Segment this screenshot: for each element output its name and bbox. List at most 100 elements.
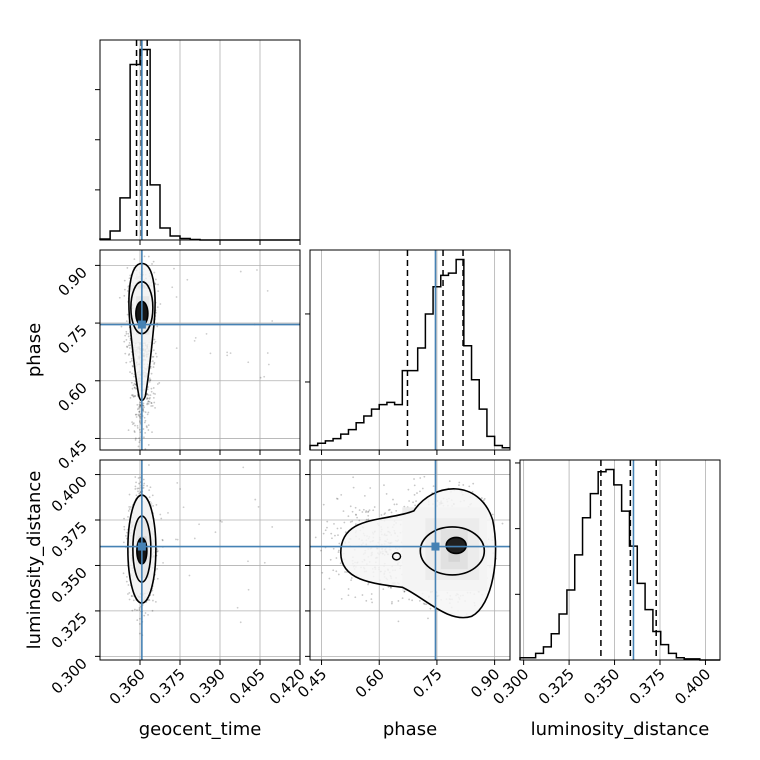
histogram-layer — [99, 48, 720, 661]
scatter-point — [133, 430, 136, 432]
scatter-point — [423, 603, 426, 606]
xtick-label-luminosity_distance: 0.350 — [580, 665, 623, 708]
frame-layer — [99, 39, 721, 661]
scatter-point — [322, 532, 325, 535]
scatter-point — [146, 402, 149, 405]
scatter-outlier — [153, 271, 156, 274]
scatter-point — [365, 511, 367, 514]
scatter-point — [390, 602, 393, 605]
scatter-point — [134, 413, 137, 416]
scatter-point — [419, 477, 422, 479]
scatter-point — [127, 510, 130, 512]
scatter-point — [143, 436, 145, 439]
scatter-point — [403, 590, 406, 593]
scatter-point — [138, 428, 141, 431]
scatter-point — [139, 417, 142, 420]
scatter-outlier — [186, 278, 189, 281]
scatter-point — [335, 557, 338, 559]
scatter-point — [133, 258, 136, 261]
scatter-point — [153, 338, 156, 341]
scatter-point — [323, 588, 326, 591]
scatter-point — [138, 609, 141, 611]
scatter-point — [138, 421, 141, 423]
scatter-point — [132, 395, 135, 398]
scatter-point — [150, 405, 153, 407]
scatter-point — [146, 403, 149, 406]
scatter-point — [123, 279, 126, 282]
scatter-point — [159, 303, 162, 305]
scatter-point — [131, 421, 134, 424]
scatter-point — [355, 514, 357, 516]
scatter-point — [137, 414, 140, 417]
scatter-point — [137, 477, 140, 479]
scatter-point — [347, 588, 350, 590]
scatter-point — [130, 394, 133, 397]
scatter-point — [395, 509, 398, 512]
scatter-outlier — [271, 526, 274, 528]
histogram-luminosity_distance — [519, 468, 720, 661]
xtick-label-geocent_time: 0.360 — [106, 665, 149, 708]
scatter-point — [427, 617, 429, 620]
scatter-point — [351, 510, 354, 513]
xtick-label-geocent_time: 0.405 — [226, 665, 269, 708]
scatter-point — [135, 416, 138, 418]
scatter-outlier — [156, 568, 159, 570]
scatter-point — [391, 600, 393, 603]
scatter-point — [139, 414, 141, 416]
scatter-point — [403, 505, 406, 508]
ytick-label-phase: 0.45 — [54, 437, 90, 473]
scatter-point — [123, 528, 126, 531]
scatter-point — [136, 619, 139, 622]
scatter-point — [397, 620, 400, 623]
scatter-point — [372, 509, 375, 512]
scatter-outlier — [209, 352, 212, 355]
scatter-point — [367, 514, 370, 517]
scatter-point — [151, 263, 153, 265]
scatter-point — [139, 401, 141, 404]
scatter-point — [336, 527, 339, 530]
scatter-point — [154, 406, 156, 409]
scatter-point — [411, 599, 414, 602]
scatter-point — [416, 492, 418, 494]
scatter-point — [129, 344, 132, 347]
scatter-point — [147, 255, 150, 258]
scatter-point — [128, 493, 131, 496]
scatter-point — [156, 383, 159, 385]
scatter-point — [153, 363, 156, 365]
scatter-point — [320, 549, 322, 552]
scatter-point — [138, 405, 141, 408]
scatter-point — [148, 381, 151, 383]
scatter-point — [358, 509, 361, 512]
scatter-outlier — [179, 488, 182, 490]
scatter-point — [390, 511, 393, 514]
scatter-outlier — [205, 333, 208, 335]
scatter-point — [468, 485, 471, 488]
xtick-label-phase: 0.60 — [352, 665, 388, 701]
scatter-point — [138, 410, 141, 413]
scatter-point — [356, 516, 358, 519]
scatter-point — [344, 531, 347, 534]
scatter-point — [146, 392, 149, 395]
scatter-point — [458, 484, 460, 487]
scatter-point — [138, 410, 140, 413]
histogram-geocent_time — [99, 48, 300, 241]
scatter-point — [128, 598, 131, 601]
scatter-point — [127, 344, 130, 347]
scatter-point — [408, 500, 411, 502]
scatter-point — [143, 614, 146, 617]
scatter-point — [412, 501, 414, 504]
scatter-point — [331, 537, 333, 540]
scatter-point — [136, 403, 139, 406]
scatter-point — [347, 515, 350, 518]
scatter-point — [385, 493, 388, 495]
scatter-point — [458, 481, 461, 484]
scatter-point — [367, 583, 369, 586]
scatter-point — [462, 484, 465, 486]
scatter-point — [370, 598, 373, 601]
scatter-point — [157, 283, 159, 286]
scatter-point — [355, 513, 357, 516]
scatter-point — [152, 355, 155, 358]
scatter-point — [401, 597, 404, 600]
scatter-point — [138, 415, 141, 418]
